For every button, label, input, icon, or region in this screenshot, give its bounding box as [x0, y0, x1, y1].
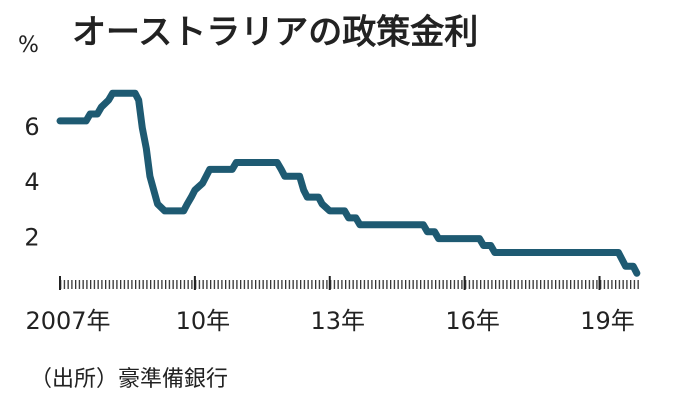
line [56, 89, 641, 277]
x-tick-label: 10年 [176, 307, 231, 335]
y-tick-label: 4 [24, 168, 39, 196]
chart-title: オーストラリアの政策金利 [72, 13, 478, 53]
y-tick-label: 6 [24, 113, 39, 141]
y-tick-label: 2 [24, 224, 39, 252]
y-unit: % [18, 33, 39, 58]
x-tick-label: 19年 [580, 307, 635, 335]
source: （出所）豪準備銀行 [30, 367, 228, 392]
x-tick-label: 16年 [445, 307, 500, 335]
minor-ticks [60, 280, 640, 289]
x-tick-label: 13年 [310, 307, 365, 335]
x-tick-label: 2007年 [25, 307, 110, 335]
